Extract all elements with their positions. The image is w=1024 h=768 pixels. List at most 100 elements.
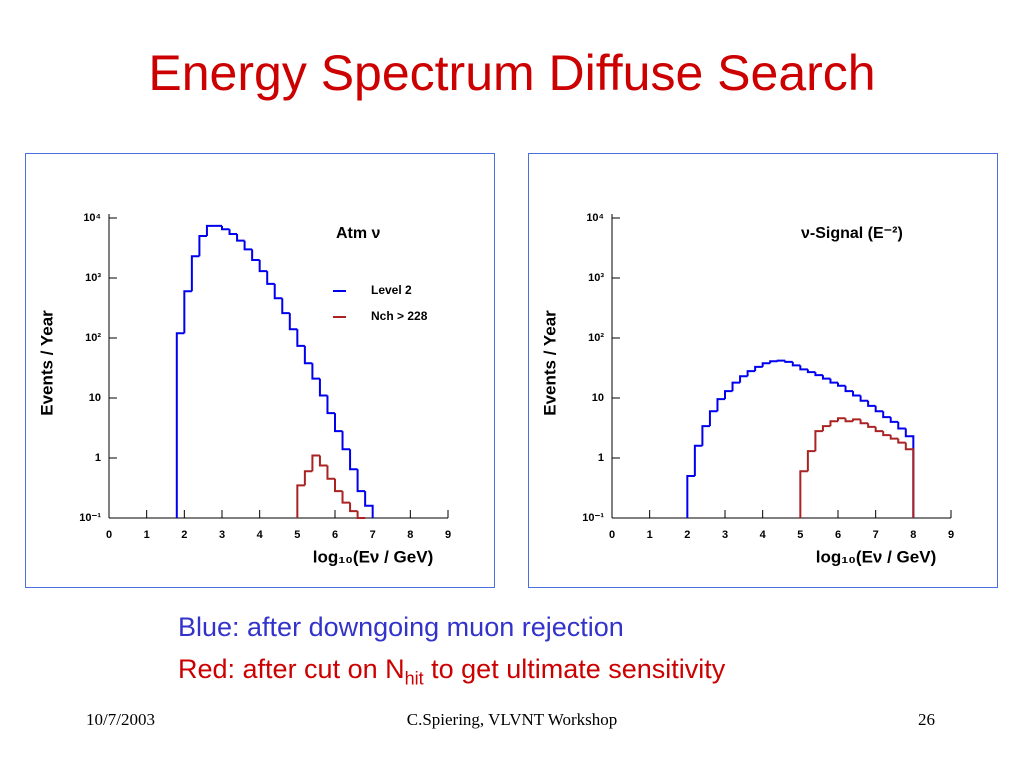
x-tick-label: 4 (760, 529, 767, 541)
histogram-bin (867, 423, 876, 428)
x-tick-label: 7 (370, 529, 376, 541)
histogram-bin (821, 375, 831, 380)
histogram-bin (296, 329, 305, 347)
histogram-bin (318, 455, 328, 467)
histogram-bin (882, 431, 891, 437)
histogram-bin (716, 398, 725, 412)
histogram-bin (799, 470, 808, 518)
histogram-bin (791, 361, 801, 367)
histogram-bin (739, 375, 748, 383)
histogram-bin (349, 502, 358, 513)
histogram-bin (326, 395, 335, 415)
histogram-bin (334, 478, 343, 493)
histogram-bin (349, 449, 358, 471)
histogram-bin (837, 417, 846, 422)
x-tick-label: 1 (144, 529, 150, 541)
histogram-bin (776, 359, 786, 362)
x-tick-label: 7 (873, 529, 879, 541)
histogram-bin (806, 450, 816, 472)
y-tick-label: 1 (598, 452, 604, 464)
histogram-bin (746, 370, 756, 377)
x-tick-label: 8 (407, 529, 413, 541)
histogram-bin (852, 391, 861, 397)
x-tick-label: 0 (106, 529, 112, 541)
histogram-bin (889, 435, 899, 440)
annotation: ν-Signal (E⁻²) (801, 225, 903, 242)
histogram-bin (874, 426, 884, 433)
x-axis-label: log₁₀(Eν / GeV) (816, 547, 937, 566)
histogram-bin (814, 430, 823, 452)
histogram-bin (829, 420, 838, 427)
x-tick-label: 4 (257, 529, 264, 541)
histogram-bin (221, 225, 230, 231)
x-tick-label: 1 (647, 529, 653, 541)
x-tick-label: 3 (722, 529, 728, 541)
histogram-bin (356, 469, 366, 493)
histogram-bin (897, 421, 906, 430)
histogram-bin (784, 360, 793, 363)
histogram-bin (183, 290, 192, 334)
caption-text: Red: after cut on N (178, 654, 405, 684)
histogram-bin (821, 425, 831, 432)
footer-date: 10/7/2003 (86, 710, 155, 729)
chart: 10⁻¹ 1 10 10² 10³ 10⁴ 0 1 2 3 4 5 6 7 8 9 Events / Year l… (25, 153, 495, 588)
histogram-bin (281, 298, 290, 315)
histogram-bin (364, 491, 374, 518)
histogram-bin (686, 475, 695, 518)
histogram-bin (844, 385, 854, 393)
y-tick-label: 10⁴ (83, 212, 101, 224)
caption: Blue: after downgoing muon rejection (178, 612, 624, 642)
histogram-bin (258, 259, 268, 273)
footer-page: 26 (918, 710, 935, 729)
histogram-bin (341, 491, 351, 504)
histogram-bin (693, 444, 703, 477)
histogram-bin (341, 431, 351, 451)
histogram-bin (731, 381, 741, 392)
histogram-bin (303, 345, 313, 365)
histogram-bin (311, 454, 320, 472)
y-tick-label: 10⁻¹ (582, 512, 604, 524)
y-axis-label: Events / Year (37, 310, 56, 416)
x-tick-label: 6 (332, 529, 338, 541)
histogram-bin (334, 413, 343, 433)
y-axis-label: Events / Year (540, 310, 559, 416)
histogram-bin (837, 382, 846, 387)
x-tick-label: 2 (684, 529, 690, 541)
histogram-bin (236, 234, 245, 242)
histogram-bin (859, 395, 869, 402)
histogram-bin (754, 365, 763, 372)
histogram-bin (311, 363, 320, 380)
histogram-bin (867, 400, 876, 407)
x-tick-label: 2 (181, 529, 187, 541)
histogram-bin (266, 271, 275, 285)
histogram-bin (724, 390, 733, 400)
caption-text: to get ultimate sensitivity (423, 654, 726, 684)
histogram-bin (829, 378, 838, 384)
histogram-bin (889, 417, 899, 423)
x-tick-label: 6 (835, 529, 841, 541)
x-tick-label: 5 (797, 529, 803, 541)
y-tick-label: 10 (592, 392, 604, 404)
histogram-bin (198, 235, 207, 257)
chart: 10⁻¹ 1 10 10² 10³ 10⁴ 0 1 2 3 4 5 6 7 8 9 Events / Year l… (528, 153, 998, 588)
y-tick-label: 10² (588, 332, 604, 344)
histogram-bin (814, 372, 823, 377)
histogram-bin (273, 283, 283, 300)
legend-label: Level 2 (371, 283, 412, 297)
y-tick-label: 10⁴ (586, 212, 604, 224)
y-tick-label: 1 (95, 452, 101, 464)
caption-sub: hit (404, 668, 424, 689)
histogram-bin (708, 410, 718, 427)
histogram-bin (190, 255, 200, 292)
histogram-bin (288, 313, 298, 331)
histogram-bin (251, 249, 260, 261)
histogram-bin (852, 418, 861, 422)
histogram-bin (205, 224, 215, 237)
histogram-bin (326, 465, 335, 480)
histogram-bin (175, 332, 185, 518)
histogram-bin (859, 419, 869, 425)
histogram-bin (904, 428, 915, 518)
histogram-bin (228, 229, 238, 236)
histogram-bin (769, 360, 778, 364)
x-tick-label: 9 (948, 529, 954, 541)
